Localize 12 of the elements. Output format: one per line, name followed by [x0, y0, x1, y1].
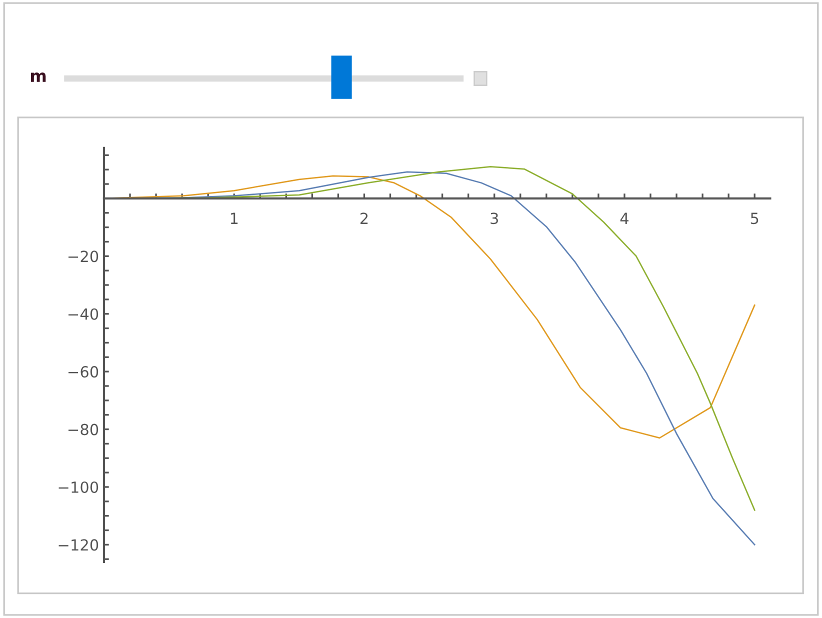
y-tick-label: −40 [68, 308, 98, 320]
x-tick-label: 1 [230, 212, 238, 224]
x-tick-label: 3 [490, 212, 498, 224]
y-tick-label: −80 [68, 424, 98, 436]
x-tick-label: 5 [750, 212, 758, 224]
text: m [30, 72, 46, 82]
x-tick-label: 4 [620, 212, 628, 224]
y-tick-label: −100 [58, 481, 98, 494]
y-tick-label: −20 [68, 250, 98, 262]
y-tick-label: −120 [58, 539, 98, 551]
x-tick-label: 2 [360, 212, 368, 224]
y-tick-label: −60 [68, 366, 98, 378]
